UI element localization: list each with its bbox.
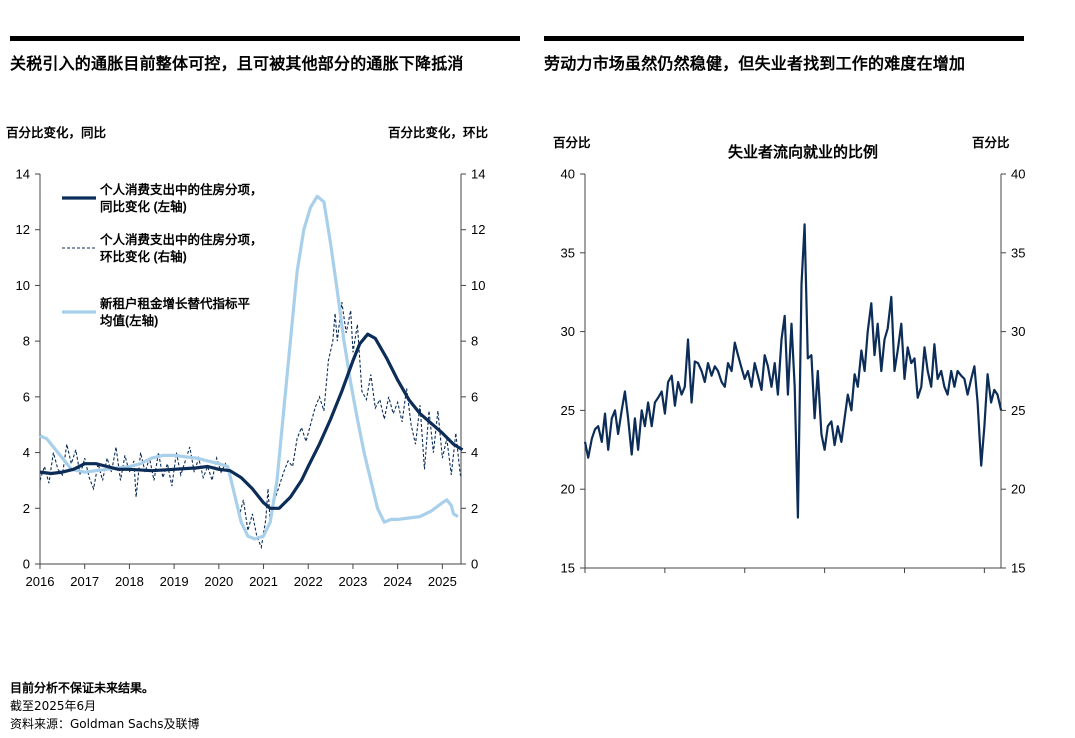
right-axis-unit-label: 百分比变化，环比 [388,125,489,140]
left-y-tick-label-right: 6 [471,389,478,404]
left-y-tick-label-right: 12 [471,222,485,237]
right-y-tick-label: 20 [561,482,575,497]
left-x-tick-label: 2020 [204,574,233,589]
left-x-tick-label: 2021 [249,574,278,589]
right-y-tick-label-right: 20 [1011,482,1025,497]
right-chart-title: 劳动力市场虽然仍然稳健，但失业者找到工作的难度在增加 [544,54,966,73]
left-title-bar [10,36,520,41]
as-of-date-text: 截至2025年6月 [10,699,97,713]
legend-label-3: 新租户租金增长替代指标平 [100,296,251,311]
left-x-tick-label: 2024 [383,574,412,589]
disclaimer-text: 目前分析不保证未来结果。 [10,681,155,695]
left-x-tick-label: 2017 [70,574,99,589]
left-y-tick-label-right: 0 [471,557,478,572]
right-y-tick-label: 25 [561,403,575,418]
right-chart-right-unit-label: 百分比 [972,135,1010,150]
right-y-tick-label: 15 [561,561,575,576]
left-chart-series [39,194,464,550]
left-chart-title: 关税引入的通胀目前整体可控，且可被其他部分的通胀下降抵消 [10,54,464,73]
left-x-tick-label: 2018 [115,574,144,589]
legend-label-3: 均值(左轴) [100,313,158,328]
left-y-tick-label: 10 [16,278,30,293]
left-chart-legend: 个人消费支出中的住房分项， 同比变化 (左轴) 个人消费支出中的住房分项， 环比变化 … [62,182,263,328]
right-y-tick-label: 30 [561,324,575,339]
left-y-tick-label: 6 [23,389,30,404]
legend-label-1: 个人消费支出中的住房分项， [99,182,263,197]
left-x-tick-label: 2025 [428,574,457,589]
right-chart-left-unit-label: 百分比 [553,135,591,150]
left-y-tick-label: 4 [23,445,30,460]
right-chart-inner-title: 失业者流向就业的比例 [728,143,878,161]
left-y-tick-label-right: 10 [471,278,485,293]
source-text: 资料来源：Goldman Sachs及联博 [10,717,200,731]
right-y-tick-label-right: 25 [1011,403,1025,418]
legend-label-2: 个人消费支出中的住房分项， [99,232,263,247]
right-y-tick-label: 40 [561,167,575,182]
right-y-tick-label-right: 15 [1011,561,1025,576]
left-y-tick-label-right: 14 [471,167,485,182]
left-axis-unit-label: 百分比变化，同比 [6,125,107,140]
right-chart-series [583,223,1003,519]
right-y-tick-label-right: 35 [1011,245,1025,260]
right-y-tick-label: 35 [561,245,575,260]
right-title-bar [544,36,1024,41]
series-unemployed-to-employed-line [583,223,1003,519]
right-y-tick-label-right: 40 [1011,167,1025,182]
left-y-tick-label-right: 4 [471,445,478,460]
right-x-tick-label: 2025 [970,578,999,580]
left-y-tick-label: 0 [23,557,30,572]
legend-label-1: 同比变化 (左轴) [100,199,187,214]
left-y-tick-label-right: 8 [471,334,478,349]
right-x-tick-label: 2023 [890,578,919,580]
right-chart-axes: 1515202025253030353540402015201720192021… [561,167,1026,581]
left-x-tick-label: 2022 [294,574,323,589]
left-x-tick-label: 2019 [160,574,189,589]
left-y-tick-label: 12 [16,222,30,237]
right-x-tick-label: 2015 [571,578,600,580]
series-pce-housing-mom-line [39,302,463,550]
unemployed-to-employed-chart: 失业者流向就业的比例 15152020252530303535404020152… [561,143,1026,581]
left-y-tick-label: 8 [23,334,30,349]
left-y-tick-label: 2 [23,501,30,516]
series-pce-housing-yoy-line [39,332,464,510]
housing-inflation-chart: 0 0 2 2 4 4 6 6 8 8 10 10 12 12 14 14 2016 2017 2018 2019 20… [16,167,486,590]
right-x-tick-label: 2019 [730,578,759,580]
left-y-tick-label-right: 2 [471,501,478,516]
right-y-tick-label-right: 30 [1011,324,1025,339]
left-x-tick-label: 2023 [338,574,367,589]
left-chart-axes: 0 0 2 2 4 4 6 6 8 8 10 10 12 12 14 14 2016 2017 2018 2019 20… [16,167,486,590]
legend-label-2: 环比变化 (右轴) [100,249,187,264]
right-x-tick-label: 2017 [650,578,679,580]
left-y-tick-label: 14 [16,167,30,182]
left-x-tick-label: 2016 [26,574,55,589]
right-x-tick-label: 2021 [810,578,839,580]
series-new-tenant-rent-line [39,194,459,541]
